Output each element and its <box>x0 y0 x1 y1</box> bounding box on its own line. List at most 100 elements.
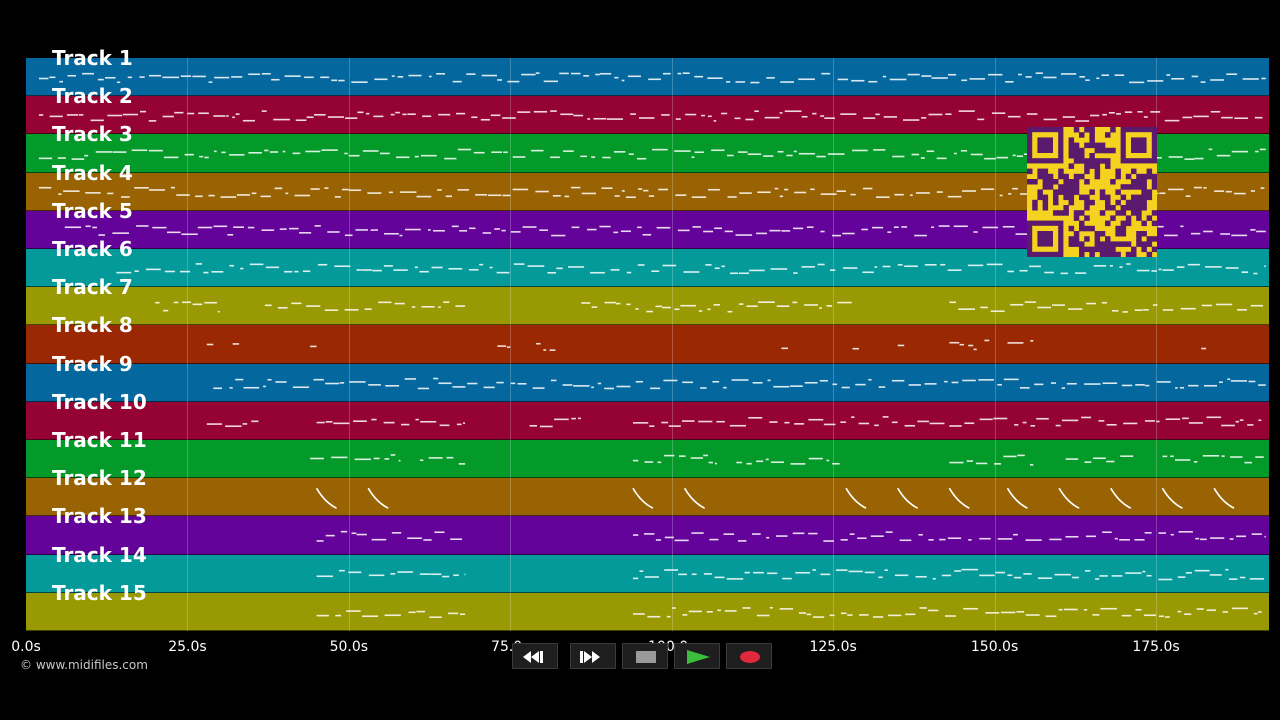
track-label: Track 15 <box>52 580 147 605</box>
qr-module <box>1068 184 1075 190</box>
note-mark <box>643 189 649 192</box>
note-mark <box>713 304 720 306</box>
note-mark <box>560 113 574 116</box>
qr-module <box>1068 163 1075 169</box>
note-mark <box>691 156 695 159</box>
note-mark <box>954 152 957 155</box>
note-mark <box>1194 157 1204 160</box>
note-mark <box>1221 424 1235 427</box>
note-mark <box>226 115 229 117</box>
qr-module <box>1079 246 1085 253</box>
note-mark <box>820 193 837 195</box>
note-mark <box>506 346 511 348</box>
note-mark <box>792 532 805 535</box>
note-mark <box>1085 535 1097 538</box>
note-mark <box>714 576 725 579</box>
note-mark <box>304 76 314 79</box>
note-mark <box>703 573 712 575</box>
note-mark <box>1161 487 1183 509</box>
note-mark <box>776 535 788 537</box>
track-label: Track 4 <box>52 160 133 185</box>
note-mark <box>776 305 790 308</box>
note-mark <box>261 110 267 112</box>
note-mark <box>1216 154 1231 157</box>
note-mark <box>680 304 696 307</box>
note-mark <box>112 232 130 234</box>
note-mark <box>1225 190 1232 193</box>
note-mark <box>348 189 362 192</box>
note-mark <box>1058 608 1063 611</box>
note-mark <box>1095 578 1100 580</box>
note-mark <box>962 190 977 192</box>
note-mark <box>887 231 892 233</box>
note-mark <box>756 232 768 235</box>
note-mark <box>208 194 215 197</box>
note-mark <box>1258 384 1266 386</box>
qr-module <box>1141 184 1147 190</box>
note-mark <box>1012 154 1016 157</box>
qr-module <box>1073 158 1080 164</box>
note-mark <box>313 378 324 381</box>
note-mark <box>591 386 594 389</box>
qr-module <box>1073 184 1080 190</box>
note-mark <box>1227 378 1231 381</box>
note-mark <box>299 232 312 234</box>
fast-forward-button[interactable] <box>570 643 616 669</box>
note-mark <box>960 149 968 152</box>
note-mark <box>95 151 113 153</box>
note-mark <box>1114 537 1118 540</box>
note-mark <box>1258 419 1262 422</box>
note-mark <box>589 271 605 274</box>
note-mark <box>894 574 909 577</box>
qr-module <box>1079 158 1085 164</box>
note-mark <box>666 615 671 618</box>
note-mark <box>908 384 921 386</box>
note-mark <box>747 153 762 156</box>
note-mark <box>264 304 272 307</box>
note-mark <box>1055 424 1061 427</box>
tick-label: 25.0s <box>168 639 207 655</box>
qr-module <box>1073 231 1080 237</box>
note-mark <box>578 417 581 420</box>
note-mark <box>1177 576 1186 578</box>
note-mark <box>543 80 559 83</box>
note-mark <box>180 75 192 78</box>
rewind-button[interactable] <box>512 643 558 669</box>
note-mark <box>994 463 1001 465</box>
record-button[interactable] <box>726 643 772 669</box>
note-mark <box>1214 190 1225 192</box>
note-mark <box>260 195 271 198</box>
stop-button[interactable] <box>622 643 668 669</box>
note-mark <box>1123 422 1138 425</box>
note-mark <box>1259 148 1266 151</box>
qr-module <box>1131 251 1137 258</box>
track-label: Track 6 <box>52 237 133 261</box>
qr-module <box>1131 205 1137 211</box>
note-mark <box>875 113 880 116</box>
note-mark <box>214 76 230 79</box>
note-mark <box>416 610 426 613</box>
note-mark <box>1102 382 1118 385</box>
note-mark <box>959 343 965 346</box>
note-mark <box>1044 271 1054 274</box>
qr-module <box>1079 241 1085 247</box>
qr-module <box>1099 210 1106 216</box>
play-button[interactable] <box>674 643 720 669</box>
note-mark <box>163 309 169 312</box>
note-mark <box>1086 302 1096 305</box>
note-mark <box>870 535 884 537</box>
note-mark <box>587 118 591 120</box>
note-mark <box>242 423 248 425</box>
note-mark <box>1241 271 1249 273</box>
note-mark <box>826 305 833 307</box>
note-mark <box>1120 455 1134 457</box>
qr-module <box>1131 184 1137 190</box>
qr-module <box>1141 220 1147 227</box>
note-mark <box>291 302 302 305</box>
note-mark <box>1026 113 1038 115</box>
note-mark <box>414 155 419 158</box>
note-mark <box>921 117 927 119</box>
note-mark <box>781 230 791 232</box>
note-mark <box>812 569 816 571</box>
note-mark <box>655 305 663 308</box>
